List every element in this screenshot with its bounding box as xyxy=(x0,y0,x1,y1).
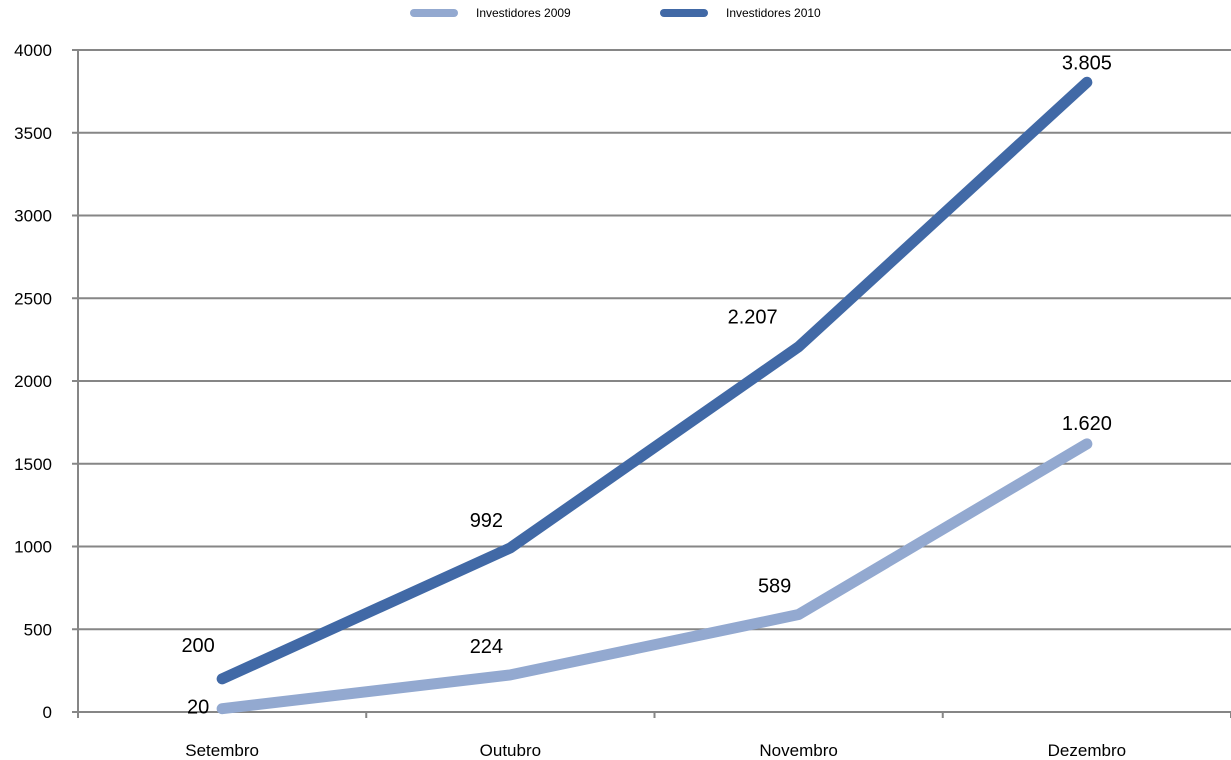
y-tick-label: 2000 xyxy=(14,372,52,391)
y-tick-label: 3000 xyxy=(14,207,52,226)
data-label: 589 xyxy=(758,576,791,598)
x-tick-label: Novembro xyxy=(759,741,837,760)
y-tick-label: 1000 xyxy=(14,538,52,557)
legend-swatch-2010 xyxy=(660,9,708,17)
data-label: 3.805 xyxy=(1062,52,1112,74)
data-label: 20 xyxy=(187,697,209,719)
x-tick-label: Setembro xyxy=(185,741,259,760)
legend-label-2010: Investidores 2010 xyxy=(726,6,821,20)
legend: Investidores 2009 Investidores 2010 xyxy=(0,6,1231,28)
series-line-1 xyxy=(216,76,1093,685)
y-tick-label: 500 xyxy=(24,620,52,639)
y-tick-label: 3500 xyxy=(14,124,52,143)
legend-label-2009: Investidores 2009 xyxy=(476,6,571,20)
data-label: 2.207 xyxy=(728,307,778,329)
y-tick-label: 0 xyxy=(43,703,52,722)
data-label: 992 xyxy=(470,510,503,532)
legend-swatch-2009 xyxy=(410,9,458,17)
data-label: 1.620 xyxy=(1062,413,1112,435)
series-line-0 xyxy=(216,438,1093,715)
x-tick-label: Outubro xyxy=(480,741,541,760)
x-tick-label: Dezembro xyxy=(1048,741,1126,760)
y-tick-label: 1500 xyxy=(14,455,52,474)
data-label: 200 xyxy=(181,635,214,657)
legend-item-2009: Investidores 2009 xyxy=(410,6,571,20)
data-label: 224 xyxy=(470,636,503,658)
legend-item-2010: Investidores 2010 xyxy=(660,6,821,20)
y-tick-label: 4000 xyxy=(14,41,52,60)
y-tick-label: 2500 xyxy=(14,289,52,308)
